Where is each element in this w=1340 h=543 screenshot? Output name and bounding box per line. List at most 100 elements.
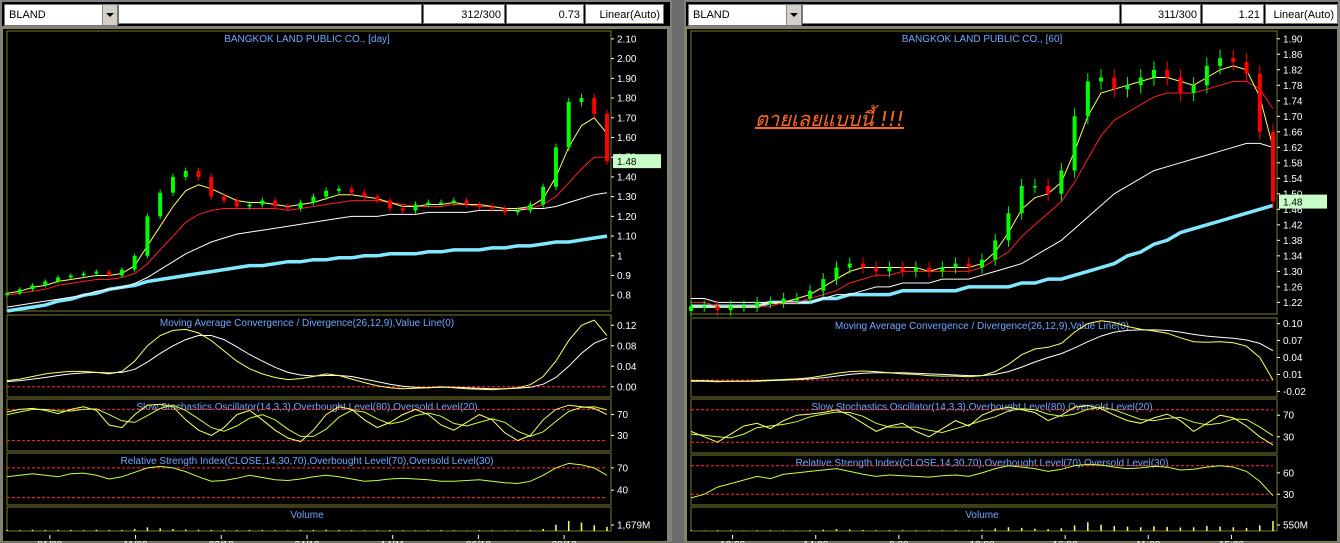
chart-window-left: BLAND 312/300 0.73 Linear(Auto) BANGKOK …: [0, 0, 672, 543]
right-price-candle-body: [966, 263, 971, 268]
left-price-candle-body: [515, 210, 520, 213]
left-rsi-line: [6, 462, 608, 485]
right-stoch-d-line: [690, 406, 1274, 439]
chart-canvas-left: BANGKOK LAND PUBLIC CO., [day] 2.10 2.00 1.…: [5, 30, 661, 543]
left-rsi-pane-frame: [6, 452, 612, 506]
right-price-pane-tick-label: 1.22: [1283, 298, 1303, 309]
left-price-candle-body: [528, 204, 533, 211]
left-stoch-pane-title: Slow Stochastics Oscillator(14,3,3),Over…: [136, 402, 477, 413]
left-volume-pane-title: Volume: [290, 510, 324, 521]
left-price-candle-body: [375, 196, 380, 201]
left-price-candle-body: [566, 101, 571, 148]
left-price-candle-body: [387, 200, 392, 209]
left-price-pane-frame: [6, 30, 612, 312]
left-price-candle-body: [222, 196, 227, 201]
left-price-candle-body: [311, 196, 316, 203]
right-price-pane-tick-label: 1.86: [1283, 50, 1303, 61]
right-price-candle-body: [1046, 186, 1051, 194]
left-price-pane-tick-label: 1.80: [617, 94, 637, 105]
right-price-candle-body: [821, 279, 826, 291]
right-stoch-pane-tick-label: 70: [1283, 411, 1295, 422]
chart-canvas-right: BANGKOK LAND PUBLIC CO., [60] 1.90 1.86 1.8…: [689, 30, 1327, 543]
left-price-candle-body: [362, 192, 367, 197]
left-price-candle-body: [553, 147, 558, 187]
left-last-price-label: 1.48: [617, 157, 637, 168]
left-price-candle-body: [477, 204, 482, 207]
right-price-candle-body: [741, 306, 746, 308]
right-price-candle-body: [940, 267, 945, 272]
annotation-text: ตายเลยแบบนี้ !!!: [755, 107, 905, 131]
left-macd-pane-tick-label: 0.12: [617, 321, 637, 332]
right-price-candle-body: [1244, 62, 1249, 74]
left-price-candle-body: [260, 200, 265, 205]
right-price-candle-body: [1165, 69, 1170, 78]
left-price-pane-tick-label: 1.20: [617, 212, 637, 223]
right-stoch-pane-frame: [690, 398, 1278, 454]
chart-area-left[interactable]: BANGKOK LAND PUBLIC CO., [day] 2.10 2.00 1.…: [2, 28, 668, 543]
right-price-pane-tick-label: 1.70: [1283, 112, 1303, 123]
left-price-candle-body: [17, 289, 22, 294]
right-price-candle-body: [900, 267, 905, 272]
chart-area-right[interactable]: BANGKOK LAND PUBLIC CO., [60] 1.90 1.86 1.8…: [686, 28, 1338, 543]
left-price-pane-tick-label: 2.00: [617, 54, 637, 65]
left-price-candle-body: [592, 98, 597, 114]
right-price-pane-tick-label: 1.26: [1283, 282, 1303, 293]
left-price-pane-tick-label: 0.8: [617, 291, 631, 302]
right-volume-pane-tick-label: 550M: [1283, 521, 1308, 532]
right-price-candle-body: [715, 306, 720, 311]
left-macd-pane-title: Moving Average Convergence / Divergence(…: [160, 318, 454, 329]
left-price-candle-body: [426, 202, 431, 205]
left-price-pane-tick-label: 1.60: [617, 133, 637, 144]
left-price-candle-body: [541, 186, 546, 205]
right-price-candle-body: [993, 240, 998, 260]
toolbar-right: BLAND 311/300 1.21 Linear(Auto): [686, 2, 1338, 26]
left-price-candle-body: [145, 216, 150, 256]
right-price-pane-tick-label: 1.38: [1283, 236, 1303, 247]
symbol-combobox-left[interactable]: BLAND: [4, 4, 118, 26]
dropdown-arrow-icon[interactable]: [786, 5, 801, 25]
left-price-candle-body: [196, 171, 201, 177]
scale-mode[interactable]: Linear(Auto): [585, 4, 664, 24]
left-rsi-pane-title: Relative Strength Index(CLOSE,14,30,70),…: [121, 456, 494, 467]
right-price-candle-body: [860, 263, 865, 268]
left-price-pane-tick-label: 1.90: [617, 74, 637, 85]
right-price-candle-body: [728, 306, 733, 311]
left-price-pane-tick-label: 2.10: [617, 34, 637, 45]
left-price-candle-body: [451, 200, 456, 203]
left-stoch-pane-frame: [6, 398, 612, 452]
right-price-pane-tick-label: 1.78: [1283, 81, 1303, 92]
symbol-combobox-right[interactable]: BLAND: [688, 4, 802, 26]
left-price-pane-tick-label: 0.9: [617, 271, 631, 282]
right-macd-pane-tick-label: 0.07: [1283, 336, 1303, 347]
left-price-candle-body: [490, 206, 495, 209]
left-price-pane-tick-label: 1.40: [617, 172, 637, 183]
dropdown-arrow-icon[interactable]: [102, 5, 117, 25]
right-price-pane-tick-label: 1.74: [1283, 96, 1303, 107]
left-volume-pane-frame: [6, 506, 612, 532]
left-price-pane-tick-label: 1.10: [617, 232, 637, 243]
right-price-candle-body: [1204, 65, 1209, 86]
scale-mode[interactable]: Linear(Auto): [1265, 4, 1338, 24]
left-last-price-tag: [613, 154, 661, 169]
left-price-candle-body: [336, 188, 341, 191]
right-stoch-pane-title: Slow Stochastics Oscillator(14,3,3),Over…: [811, 402, 1152, 413]
scale-value: 0.73: [506, 4, 584, 24]
right-price-candle-body: [1032, 186, 1037, 188]
right-macd-pane-tick-label: 0.10: [1283, 319, 1303, 330]
right-price-candle-body: [808, 290, 813, 299]
right-volume-pane-frame: [690, 506, 1278, 532]
left-price-candle-body: [30, 285, 35, 290]
right-price-candle-body: [1231, 58, 1236, 63]
right-price-candle-body: [1218, 58, 1223, 66]
left-price-candle-body: [285, 206, 290, 209]
right-price-pane-tick-label: 1.34: [1283, 251, 1303, 262]
right-price-pane-tick-label: 1.62: [1283, 143, 1303, 154]
left-ma-white-line: [6, 192, 608, 308]
left-price-pane-title: BANGKOK LAND PUBLIC CO., [day]: [224, 34, 390, 45]
right-price-candle-body: [1178, 77, 1183, 94]
right-price-candle-body: [768, 302, 773, 304]
left-macd-pane-tick-label: 0.04: [617, 362, 637, 373]
left-macd-line: [6, 319, 608, 391]
left-ma-long-line: [6, 234, 608, 313]
right-price-candle-body: [1271, 131, 1275, 202]
